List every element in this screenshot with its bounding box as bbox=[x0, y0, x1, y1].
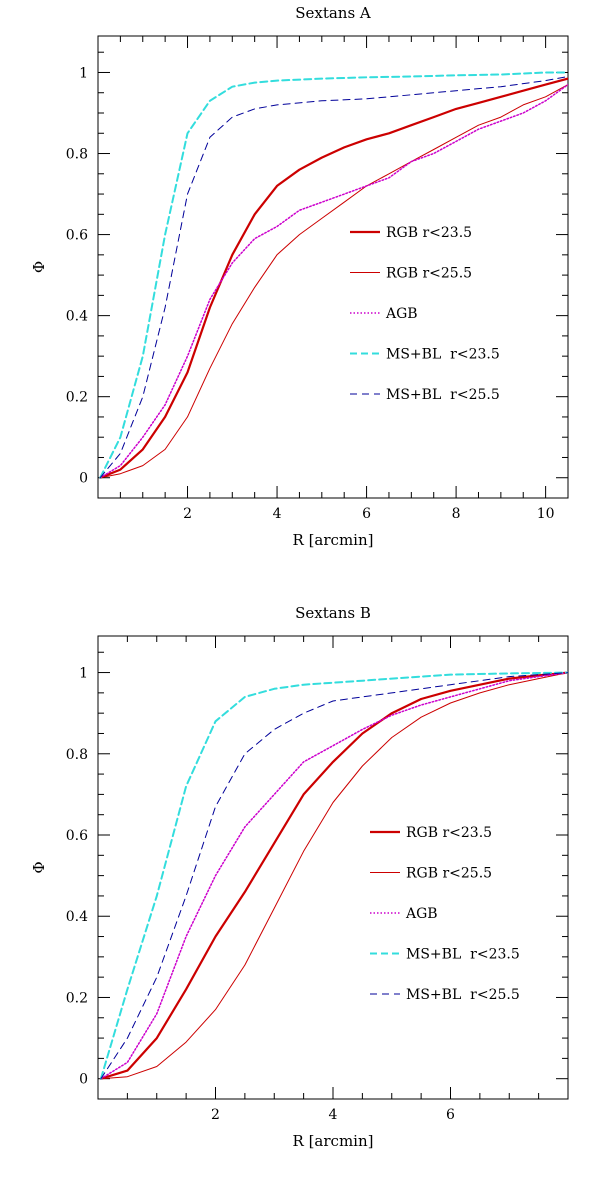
series-line-5 bbox=[99, 76, 568, 479]
series-line-5 bbox=[100, 672, 568, 1080]
y-tick-label: 0.6 bbox=[66, 228, 88, 244]
y-tick-label: 0.4 bbox=[66, 909, 88, 925]
series-line-4 bbox=[99, 71, 568, 479]
legend-label-5: MS+BL r<25.5 bbox=[386, 387, 500, 403]
legend-label-5: MS+BL r<25.5 bbox=[406, 987, 520, 1003]
x-tick-label: 6 bbox=[446, 1107, 455, 1123]
legend-label-3: AGB bbox=[385, 306, 418, 322]
legend-label-4: MS+BL r<23.5 bbox=[386, 347, 500, 363]
legend: RGB r<23.5 RGB r<25.5 AGB MS+BL r<23.5 MS+BL… bbox=[350, 225, 500, 403]
x-tick-label: 10 bbox=[537, 506, 555, 522]
series-group bbox=[99, 671, 568, 1080]
y-tick-label: 0.8 bbox=[66, 147, 88, 163]
legend-label-1: RGB r<23.5 bbox=[406, 825, 492, 841]
plot-frame bbox=[97, 635, 569, 1100]
chart-1: Sextans A 2 4 6 8 10 0 0.2 0.4 0.6 0.8 1 R [arcmin] Φ… bbox=[30, 4, 569, 549]
legend-label-3: AGB bbox=[405, 906, 438, 922]
chart-2: Sextans B 2 4 6 0 0.2 0.4 0.6 0.8 1 R [arcmin] Φ RGB… bbox=[30, 604, 569, 1150]
legend: RGB r<23.5 RGB r<25.5 AGB MS+BL r<23.5 MS+BL… bbox=[370, 825, 520, 1003]
series-line-2 bbox=[100, 672, 568, 1080]
series-group bbox=[99, 71, 568, 479]
x-axis-label: R [arcmin] bbox=[293, 1132, 374, 1150]
series-line-3 bbox=[100, 671, 568, 1080]
y-axis-label: Φ bbox=[30, 861, 48, 873]
y-axis-label: Φ bbox=[30, 261, 48, 273]
x-tick-label: 4 bbox=[329, 1107, 338, 1123]
legend-label-2: RGB r<25.5 bbox=[386, 266, 472, 282]
y-tick-label: 0 bbox=[79, 1072, 88, 1088]
series-line-3 bbox=[99, 83, 568, 479]
series-line-1 bbox=[99, 77, 568, 479]
legend-label-1: RGB r<23.5 bbox=[386, 225, 472, 241]
y-tick-label: 0.4 bbox=[66, 309, 88, 325]
legend-label-4: MS+BL r<23.5 bbox=[406, 947, 520, 963]
y-tick-label: 1 bbox=[79, 65, 88, 81]
y-tick-label: 0 bbox=[79, 471, 88, 487]
chart-title: Sextans A bbox=[295, 4, 371, 22]
series-line-4 bbox=[99, 671, 568, 1080]
y-tick-label: 0.8 bbox=[66, 747, 88, 763]
y-tick-label: 0.2 bbox=[66, 990, 88, 1006]
legend-label-2: RGB r<25.5 bbox=[406, 866, 492, 882]
y-tick-label: 1 bbox=[79, 666, 88, 682]
x-tick-label: 2 bbox=[211, 1107, 220, 1123]
y-tick-label: 0.6 bbox=[66, 828, 88, 844]
x-tick-label: 8 bbox=[452, 506, 461, 522]
axis-ticks bbox=[98, 636, 569, 1100]
x-tick-label: 4 bbox=[273, 506, 282, 522]
axis-ticks bbox=[98, 36, 569, 499]
y-tick-label: 0.2 bbox=[66, 390, 88, 406]
x-tick-label: 2 bbox=[183, 506, 192, 522]
series-line-1 bbox=[99, 671, 568, 1080]
series-line-2 bbox=[99, 84, 568, 479]
plot-frame bbox=[97, 35, 569, 499]
x-tick-label: 6 bbox=[362, 506, 371, 522]
x-axis-label: R [arcmin] bbox=[293, 531, 374, 549]
chart-title: Sextans B bbox=[295, 604, 371, 622]
